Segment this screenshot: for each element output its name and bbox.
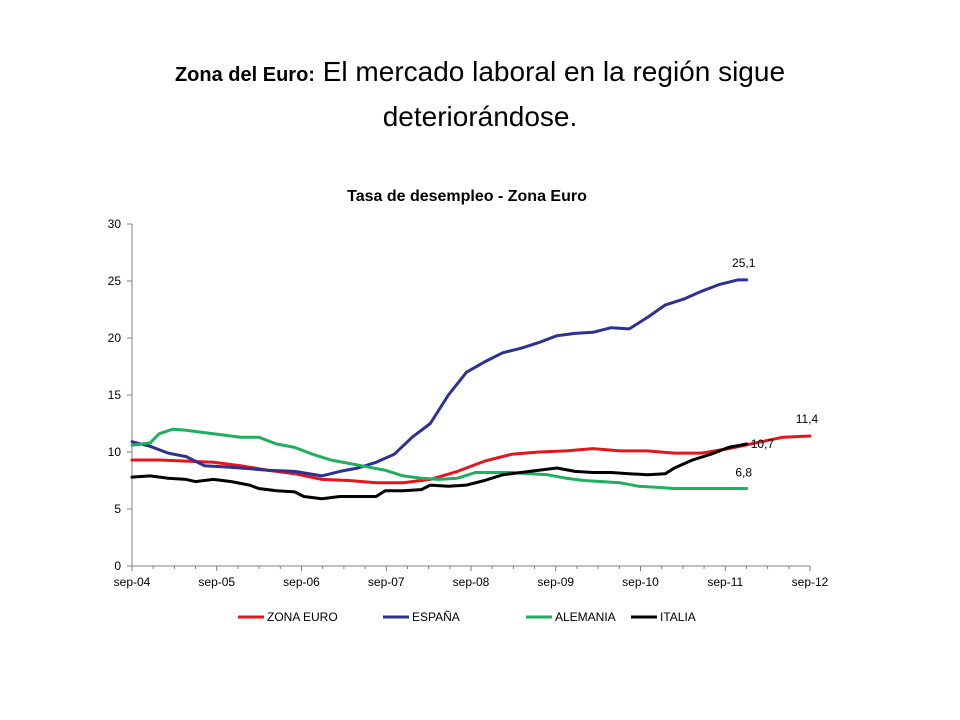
series-line-italia: [130, 442, 749, 501]
series-line-alemania: [130, 427, 749, 490]
x-tick-label: sep-04: [114, 575, 151, 589]
legend-label: ITALIA: [660, 610, 696, 624]
x-tick-label: sep-08: [453, 575, 490, 589]
x-tick-label: sep-07: [368, 575, 405, 589]
x-tick-label: sep-05: [198, 575, 235, 589]
y-tick-label: 25: [108, 274, 122, 288]
chart-data-labels: 11,4 25,1 6,8 10,7: [732, 256, 819, 480]
chart-title: Tasa de desempleo - Zona Euro: [347, 188, 587, 205]
data-label-zona-euro: 11,4: [796, 412, 819, 426]
x-tick-label: sep-12: [792, 575, 829, 589]
x-tick-label: sep-10: [622, 575, 659, 589]
data-label-españa: 25,1: [732, 256, 756, 270]
x-tick-label: sep-11: [707, 575, 743, 589]
y-tick-label: 10: [108, 445, 122, 459]
chart-legend: ZONA EURO ESPAÑA ALEMANIA ITALIA: [238, 610, 696, 624]
y-tick-label: 20: [108, 331, 122, 345]
series-line-zona-euro: [130, 434, 812, 485]
series-line-españa: [130, 278, 749, 478]
y-tick-label: 0: [114, 559, 121, 573]
legend-label: ZONA EURO: [267, 610, 338, 624]
chart-axes: 0 5 10 15 20 25 30 sep-04 sep-05 sep-06 sep-07 sep-…: [108, 217, 829, 589]
x-tick-label: sep-09: [537, 575, 574, 589]
x-tick-label: sep-06: [283, 575, 320, 589]
y-tick-label: 30: [108, 217, 122, 231]
slide-title-line2: deteriorándose: [382, 101, 570, 132]
data-label-alemania: 6,8: [735, 465, 752, 479]
slide-title-end: .: [569, 101, 578, 132]
y-tick-label: 5: [114, 502, 121, 516]
slide-title-bold: Zona del Euro:: [174, 64, 315, 86]
legend-label: ALEMANIA: [555, 610, 616, 624]
data-label-italia: 10,7: [751, 437, 775, 451]
chart-series: [130, 278, 812, 501]
legend-label: ESPAÑA: [412, 610, 460, 624]
slide-title: Zona del Euro: El mercado laboral en la …: [0, 52, 960, 142]
slide-title-main: El mercado laboral en la región sigue: [314, 56, 786, 87]
y-tick-label: 15: [108, 388, 122, 402]
